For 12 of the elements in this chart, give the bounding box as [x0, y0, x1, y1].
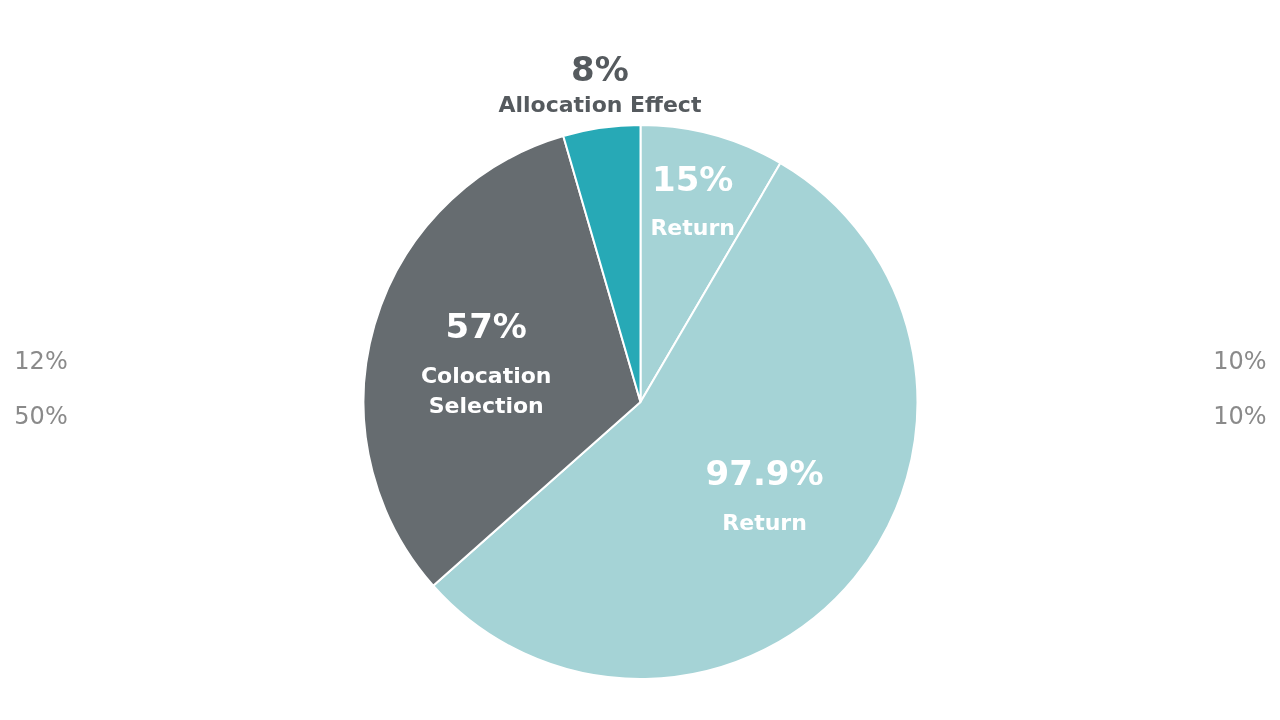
slice-label: Colocation Selection	[420, 362, 552, 418]
data-label: 8%	[571, 49, 629, 90]
data-label: 57%	[445, 306, 527, 347]
data-label: 97.9%	[705, 452, 824, 493]
text: 50%	[14, 401, 68, 430]
slice-label: Return	[722, 509, 807, 535]
slice-label: Return	[650, 215, 735, 241]
slice-label: Allocation Effect	[498, 91, 702, 117]
data-label: 15%	[652, 158, 734, 199]
text: 10%	[1213, 401, 1267, 430]
text: 12%	[14, 346, 68, 375]
text: 10%	[1213, 346, 1267, 375]
